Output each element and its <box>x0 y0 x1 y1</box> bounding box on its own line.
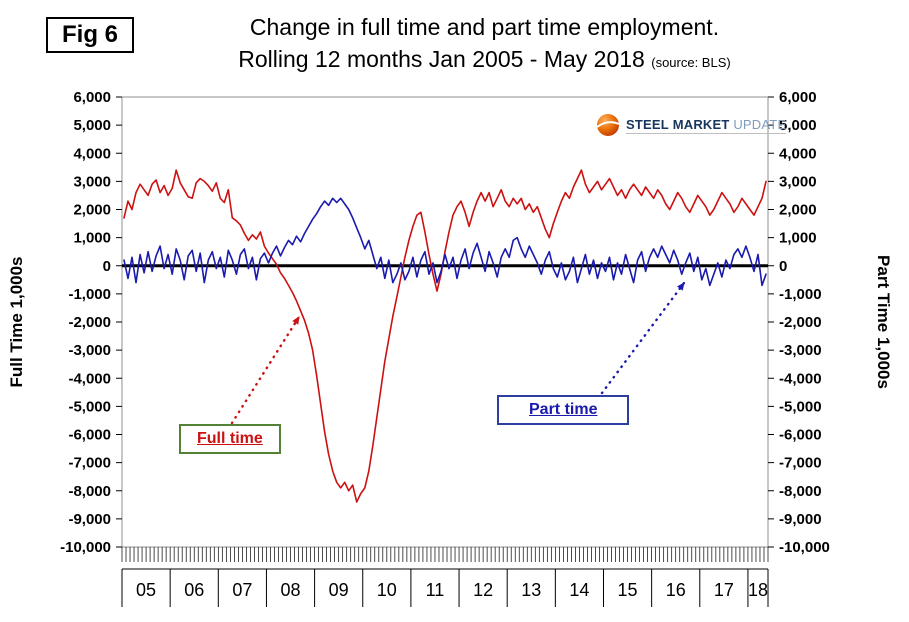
svg-text:3,000: 3,000 <box>779 173 817 190</box>
svg-text:12: 12 <box>473 580 493 600</box>
svg-text:17: 17 <box>714 580 734 600</box>
svg-text:-2,000: -2,000 <box>779 314 822 331</box>
full-time-legend-callout: Full time <box>179 424 281 454</box>
svg-text:-10,000: -10,000 <box>779 539 830 556</box>
svg-text:0: 0 <box>103 258 111 275</box>
chart-subtitle-text: Rolling 12 months Jan 2005 - May 2018 <box>238 46 645 72</box>
svg-text:3,000: 3,000 <box>73 173 111 190</box>
svg-text:-8,000: -8,000 <box>779 483 822 500</box>
logo-word-update: UPDATE <box>733 116 787 132</box>
svg-text:-6,000: -6,000 <box>68 427 111 444</box>
svg-text:4,000: 4,000 <box>779 145 817 162</box>
svg-text:-7,000: -7,000 <box>68 455 111 472</box>
logo-sphere-icon <box>596 114 620 136</box>
svg-text:4,000: 4,000 <box>73 145 111 162</box>
svg-text:5,000: 5,000 <box>779 117 817 134</box>
svg-text:-4,000: -4,000 <box>779 370 822 387</box>
logo-word-market: MARKET <box>672 116 730 132</box>
chart-source: (source: BLS) <box>651 55 731 70</box>
svg-text:07: 07 <box>232 580 252 600</box>
svg-text:10: 10 <box>377 580 397 600</box>
svg-text:16: 16 <box>666 580 686 600</box>
svg-text:-6,000: -6,000 <box>779 427 822 444</box>
svg-text:6,000: 6,000 <box>73 89 111 106</box>
svg-text:14: 14 <box>569 580 589 600</box>
svg-text:2,000: 2,000 <box>779 202 817 219</box>
svg-text:0: 0 <box>779 258 787 275</box>
svg-text:05: 05 <box>136 580 156 600</box>
svg-text:09: 09 <box>329 580 349 600</box>
svg-text:-10,000: -10,000 <box>60 539 111 556</box>
svg-text:5,000: 5,000 <box>73 117 111 134</box>
steel-market-update-logo: STEEL MARKET UPDATE <box>595 112 787 138</box>
svg-text:-9,000: -9,000 <box>68 511 111 528</box>
svg-text:-5,000: -5,000 <box>68 398 111 415</box>
svg-text:-3,000: -3,000 <box>68 342 111 359</box>
svg-text:06: 06 <box>184 580 204 600</box>
svg-text:-4,000: -4,000 <box>68 370 111 387</box>
svg-text:1,000: 1,000 <box>779 230 817 247</box>
svg-text:18: 18 <box>748 580 768 600</box>
svg-text:-1,000: -1,000 <box>779 286 822 303</box>
svg-text:08: 08 <box>281 580 301 600</box>
svg-text:-1,000: -1,000 <box>68 286 111 303</box>
svg-text:6,000: 6,000 <box>779 89 817 106</box>
svg-text:11: 11 <box>426 580 445 600</box>
svg-text:-2,000: -2,000 <box>68 314 111 331</box>
figure-label: Fig 6 <box>46 17 135 53</box>
svg-text:13: 13 <box>521 580 541 600</box>
svg-text:-3,000: -3,000 <box>779 342 822 359</box>
chart-title: Change in full time and part time employ… <box>249 14 720 40</box>
svg-text:-9,000: -9,000 <box>779 511 822 528</box>
svg-text:15: 15 <box>618 580 638 600</box>
logo-word-steel: STEEL <box>626 116 669 132</box>
logo-text: STEEL MARKET UPDATE <box>626 116 787 134</box>
chart-subtitle: Rolling 12 months Jan 2005 - May 2018 (s… <box>60 46 909 73</box>
svg-text:1,000: 1,000 <box>73 230 111 247</box>
svg-text:-5,000: -5,000 <box>779 398 822 415</box>
svg-text:-7,000: -7,000 <box>779 455 822 472</box>
svg-text:-8,000: -8,000 <box>68 483 111 500</box>
part-time-legend-callout: Part time <box>497 395 630 425</box>
svg-text:2,000: 2,000 <box>73 202 111 219</box>
